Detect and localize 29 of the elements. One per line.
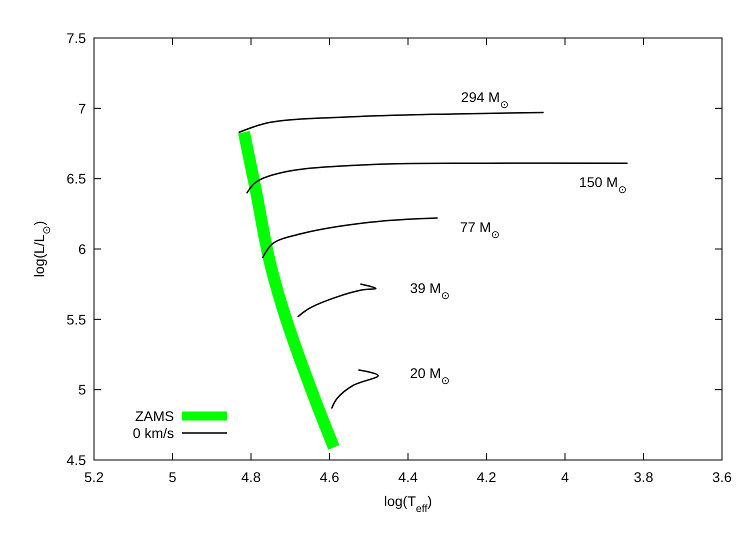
annotation: 20 M$_{⊙}$ — [410, 365, 450, 387]
y-tick-label: 7.5 — [66, 30, 86, 46]
x-tick-label: 3.6 — [712, 469, 732, 485]
y-tick-label: 6 — [78, 241, 86, 257]
x-tick-label: 4.4 — [398, 469, 418, 485]
x-tick-label: 5.2 — [84, 469, 104, 485]
annotation: 39 M$_{⊙}$ — [410, 280, 450, 302]
line-series — [331, 369, 379, 409]
line-series — [297, 283, 377, 318]
x-tick-label: 4 — [561, 469, 570, 485]
line-series — [262, 217, 438, 258]
line-series — [238, 112, 544, 133]
legend-label: ZAMS — [135, 408, 174, 424]
x-tick-label: 4.2 — [476, 469, 496, 485]
x-tick-label: 4.6 — [320, 469, 340, 485]
y-tick-label: 7 — [78, 100, 86, 116]
line-series — [246, 162, 628, 194]
y-tick-label: 5 — [78, 382, 86, 398]
legend-label: 0 km/s — [132, 425, 174, 441]
annotation: 150 M$_{⊙}$ — [579, 174, 627, 196]
y-tick-label: 6.5 — [66, 170, 86, 187]
x-tick-label: 5 — [168, 469, 177, 485]
x-axis-title: log(T$_{eff}$) — [384, 493, 432, 515]
annotation: 294 M$_{⊙}$ — [461, 89, 509, 111]
x-tick-label: 4.8 — [241, 469, 261, 485]
y-tick-label: 4.5 — [66, 452, 86, 468]
y-tick-label: 5.5 — [66, 311, 86, 328]
annotation: 77 M$_{⊙}$ — [460, 219, 500, 241]
x-tick-label: 3.8 — [634, 469, 654, 485]
